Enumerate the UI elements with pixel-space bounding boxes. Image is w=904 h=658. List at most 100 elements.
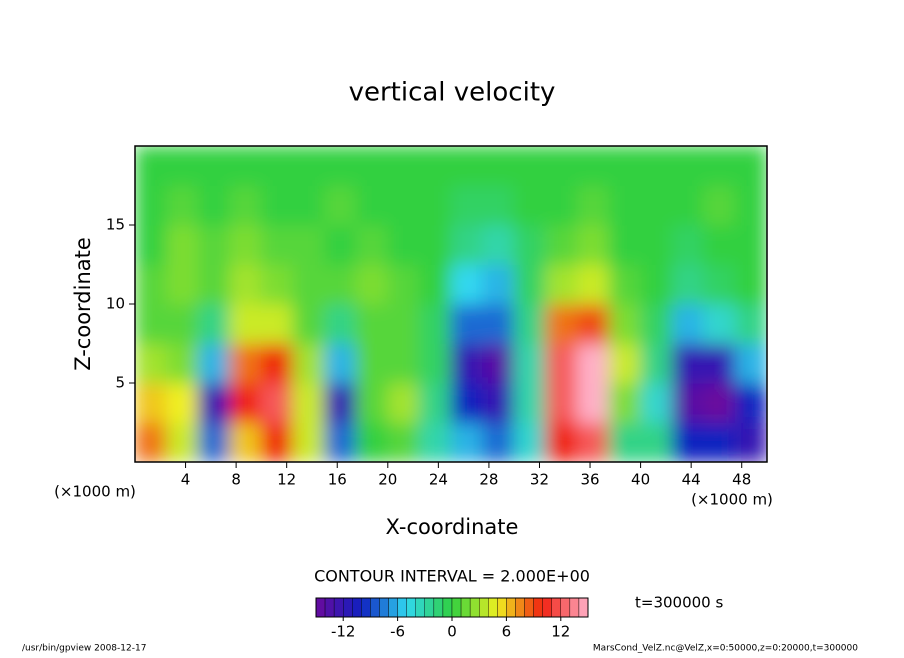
field-cell [197, 264, 231, 305]
field-cell [229, 382, 262, 423]
field-cell [734, 303, 767, 344]
field-cell [418, 224, 452, 265]
field-cell [640, 185, 673, 226]
field-cell [734, 422, 767, 462]
field-cell [545, 343, 578, 384]
colorbar-tick-label: 6 [502, 623, 512, 641]
colorbar-cell [433, 597, 444, 618]
field-cell [292, 343, 326, 384]
x-tick-label: 28 [479, 471, 498, 489]
field-cell [576, 224, 610, 265]
field [135, 146, 767, 462]
field-cells [135, 146, 767, 462]
field-cell [166, 264, 199, 305]
field-cell [734, 343, 767, 384]
field-cell [387, 146, 420, 186]
colorbar-cell [333, 597, 344, 618]
field-cell [545, 146, 578, 186]
field-cell [513, 343, 547, 384]
field-cell [135, 382, 168, 423]
field-cell [387, 382, 420, 423]
field-cell [292, 185, 326, 226]
field-cell [576, 343, 610, 384]
x-tick-label: 40 [631, 471, 650, 489]
field-cell [260, 343, 294, 384]
field-cell [576, 303, 610, 344]
field-cell [640, 264, 673, 305]
field-cell [640, 303, 673, 344]
field-cell [135, 303, 168, 344]
field-cell [355, 185, 389, 226]
x-tick-label: 4 [181, 471, 191, 489]
field-cell [355, 343, 389, 384]
field-cell [260, 303, 294, 344]
field-cell [482, 185, 515, 226]
colorbar-cell [515, 597, 525, 618]
y-axis-title: Z-coordinate [71, 237, 95, 371]
field-cell [450, 146, 484, 186]
field-cell [166, 185, 199, 226]
field-cell [576, 422, 610, 462]
field-cell [545, 422, 578, 462]
colorbar-cell [497, 597, 507, 618]
colorbar-cell [506, 597, 516, 618]
x-tick-label: 20 [378, 471, 397, 489]
field-cell [671, 303, 705, 344]
field-cell [387, 343, 420, 384]
field-cell [324, 382, 357, 423]
field-cell [450, 422, 484, 462]
field-cell [355, 303, 389, 344]
field-cell [197, 224, 231, 265]
field-cell [324, 264, 357, 305]
field-cell [513, 303, 547, 344]
field-cell [166, 146, 199, 186]
field-cell [671, 422, 705, 462]
colorbar-tick-label: 12 [551, 623, 570, 641]
field-cell [292, 224, 326, 265]
field-cell [324, 343, 357, 384]
field-cell [482, 264, 515, 305]
colorbar-cell [442, 597, 453, 618]
field-cell [608, 382, 642, 423]
field-cell [292, 382, 326, 423]
field-cell [355, 146, 389, 186]
field-cell [135, 343, 168, 384]
colorbar-cell [324, 597, 335, 618]
colorbar-cell [343, 597, 353, 618]
field-cell [166, 422, 199, 462]
field-cell [608, 224, 642, 265]
colorbar-cell [479, 597, 489, 618]
field-cell [197, 382, 231, 423]
field-cell [355, 264, 389, 305]
x-tick-label: 36 [580, 471, 599, 489]
x-tick-label: 24 [429, 471, 448, 489]
contour-interval: CONTOUR INTERVAL = 2.000E+00 [314, 567, 590, 586]
field-cell [292, 264, 326, 305]
field-cell [324, 422, 357, 462]
field-cell [671, 146, 705, 186]
colorbar-cell [315, 597, 326, 618]
field-cell [513, 382, 547, 423]
colorbar-cell [397, 597, 407, 618]
field-cell [229, 224, 262, 265]
field-cell [608, 303, 642, 344]
field-cell [418, 303, 452, 344]
field-cell [387, 185, 420, 226]
field-cell [197, 146, 231, 186]
field-cell [640, 382, 673, 423]
field-cell [450, 343, 484, 384]
field-cell [671, 185, 705, 226]
field-cell [260, 264, 294, 305]
field-cell [135, 185, 168, 226]
field-cell [640, 422, 673, 462]
field-cell [482, 422, 515, 462]
field-cell [229, 422, 262, 462]
field-cell [324, 303, 357, 344]
field-cell [482, 224, 515, 265]
colorbar-cell [560, 597, 571, 618]
field-cell [197, 422, 231, 462]
field-cell [671, 382, 705, 423]
field-cell [418, 185, 452, 226]
y-axis-unit: (×1000 m) [54, 483, 136, 501]
field-cell [513, 185, 547, 226]
